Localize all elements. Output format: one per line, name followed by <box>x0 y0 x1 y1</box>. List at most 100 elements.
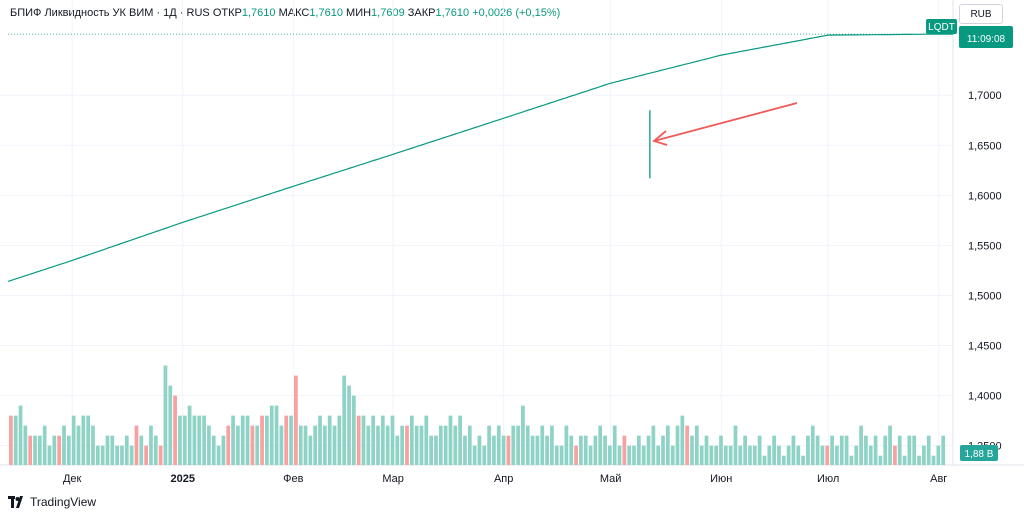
volume-bar <box>202 415 206 465</box>
y-tick-label: 1,5500 <box>968 240 1002 252</box>
volume-bar <box>347 385 351 465</box>
annotation-arrow <box>653 102 798 142</box>
legend-title: БПИФ Ликвидность УК ВИМ · 1Д · RUS <box>10 7 210 19</box>
volume-bar <box>424 415 429 465</box>
volume-bar <box>414 425 419 465</box>
volume-bar <box>472 445 477 465</box>
volume-badge <box>960 445 998 461</box>
volume-bars <box>9 365 946 465</box>
volume-bar <box>33 435 37 465</box>
volume-bar <box>637 435 641 465</box>
x-tick-label: Авг <box>930 473 947 485</box>
volume-bar <box>71 415 76 465</box>
volume-bar <box>709 445 714 465</box>
volume-bar <box>675 425 680 465</box>
volume-bar <box>405 425 409 465</box>
symbol-badge-label: LQDT <box>928 22 955 33</box>
volume-bar <box>781 455 786 465</box>
volume-bar <box>554 445 559 465</box>
volume-bar <box>351 395 356 465</box>
volume-bar <box>801 455 805 465</box>
volume-bar <box>400 425 405 465</box>
volume-bar <box>772 435 776 465</box>
y-tick-label: 1,6000 <box>968 190 1002 202</box>
volume-bar <box>699 445 704 465</box>
volume-bar <box>226 425 231 465</box>
volume-bar <box>815 435 820 465</box>
volume-bar <box>269 405 274 465</box>
volume-bar <box>646 435 651 465</box>
volume-bar <box>448 415 453 465</box>
legend-high-value: 1,7610 <box>309 7 343 19</box>
volume-bar <box>149 425 153 465</box>
x-tick-label: Май <box>600 473 622 485</box>
y-tick-label: 1,7000 <box>968 90 1002 102</box>
volume-bar <box>303 425 308 465</box>
volume-bar <box>245 415 250 465</box>
volume-bar <box>86 415 91 465</box>
volume-bar <box>385 425 390 465</box>
volume-bar <box>443 425 448 465</box>
last-price-time: 11:09:08 <box>967 34 1006 45</box>
volume-bar <box>313 425 318 465</box>
volume-bar <box>139 435 144 465</box>
legend-open-value: 1,7610 <box>241 7 276 19</box>
volume-bar <box>95 445 100 465</box>
tradingview-logo[interactable]: TradingView <box>8 495 96 509</box>
volume-bar <box>535 435 540 465</box>
volume-bar <box>158 445 163 465</box>
volume-bar <box>806 435 810 465</box>
volume-bar <box>47 445 52 465</box>
volume-bar <box>289 415 293 465</box>
volume-bar <box>327 415 332 465</box>
volume-bar <box>810 425 815 465</box>
volume-bar <box>868 445 873 465</box>
volume-bar <box>559 445 564 465</box>
price-line <box>7 33 953 282</box>
volume-bar <box>598 425 603 465</box>
volume-bar <box>356 415 361 465</box>
volume-bar <box>240 415 245 465</box>
volume-bar <box>294 375 298 465</box>
legend-low-value: 1,7609 <box>371 7 405 19</box>
currency-selector[interactable]: RUB <box>959 4 1003 24</box>
volume-bar <box>854 445 859 465</box>
volume-bar <box>685 425 690 465</box>
volume-bar <box>342 375 347 465</box>
volume-bar <box>178 415 182 465</box>
volume-bar <box>458 415 462 465</box>
volume-bar <box>9 415 13 465</box>
volume-bar <box>878 455 883 465</box>
volume-bar <box>680 415 685 465</box>
volume-bar <box>757 435 762 465</box>
volume-bar <box>361 415 366 465</box>
volume-bar <box>791 435 796 465</box>
volume-bar <box>453 425 458 465</box>
volume-bar <box>120 445 124 465</box>
x-tick-label: Июл <box>817 473 839 485</box>
volume-bar <box>395 435 400 465</box>
volume-bar <box>926 435 931 465</box>
volume-bar <box>820 445 825 465</box>
volume-bar <box>579 435 583 465</box>
volume-bar <box>825 445 830 465</box>
last-price-badge <box>959 26 1013 48</box>
volume-bar <box>211 435 216 465</box>
annotations: LQDT 11:09:08 1,88 B <box>8 19 1013 461</box>
volume-bar <box>318 415 322 465</box>
volume-badge-label: 1,88 B <box>965 449 994 460</box>
volume-bar <box>569 435 574 465</box>
price-series <box>7 33 953 282</box>
volume-bar <box>777 445 781 465</box>
legend-close-value: 1,7610 <box>435 7 470 19</box>
volume-bar <box>786 445 791 465</box>
volume-bar <box>632 445 636 465</box>
volume-bar <box>115 445 120 465</box>
volume-bar <box>37 435 42 465</box>
volume-bar <box>733 425 738 465</box>
legend-open-label: ОТКР <box>212 7 242 19</box>
volume-bar <box>530 435 535 465</box>
volume-bar <box>656 445 661 465</box>
volume-bar <box>100 445 105 465</box>
